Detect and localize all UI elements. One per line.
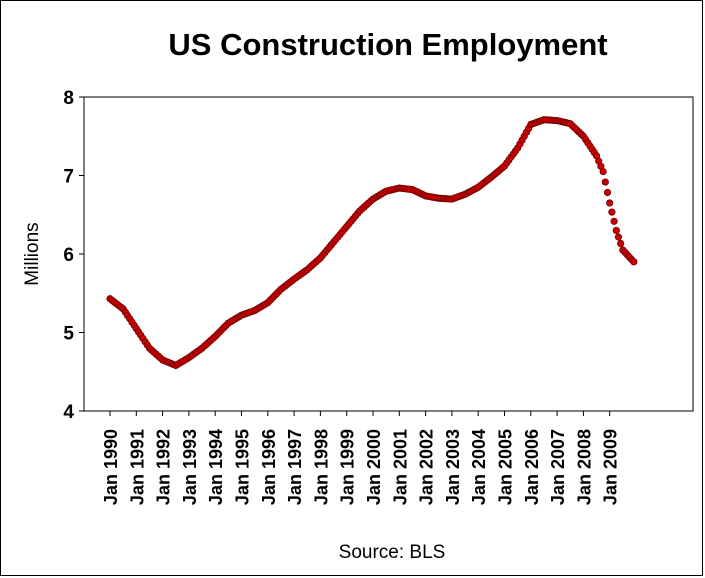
x-tick-label: Jan 1991 [127, 429, 147, 505]
x-tick-label: Jan 2008 [574, 429, 594, 505]
x-tick-label: Jan 1995 [233, 429, 253, 505]
x-tick-label: Jan 1992 [154, 429, 174, 505]
x-tick-label: Jan 1997 [285, 429, 305, 505]
y-axis: 4 5 6 7 8 [63, 88, 84, 423]
x-tick-label: Jan 1996 [259, 429, 279, 505]
data-point [614, 233, 623, 241]
x-tick-label: Jan 2000 [364, 429, 384, 505]
data-point [608, 208, 616, 216]
data-point [630, 258, 638, 266]
y-tick-label: 6 [63, 245, 74, 266]
data-point [599, 167, 607, 176]
x-tick-label: Jan 2007 [548, 429, 568, 505]
x-tick-label: Jan 2006 [522, 429, 542, 505]
x-axis: Jan 1990 Jan 1991 Jan 1992 Jan 1993 Jan 1994… [101, 411, 621, 505]
x-tick-label: Jan 1994 [206, 429, 226, 505]
x-tick-label: Jan 1998 [311, 429, 331, 505]
y-tick-label: 4 [63, 402, 74, 423]
x-tick-label: Jan 1993 [180, 429, 200, 505]
data-point [603, 188, 612, 197]
data-point [610, 217, 618, 225]
y-tick-label: 5 [63, 324, 74, 345]
x-tick-label: Jan 1990 [101, 429, 121, 505]
series-points [106, 116, 638, 370]
x-tick-label: Jan 2002 [417, 429, 437, 505]
y-axis-label: Millions [22, 222, 43, 285]
x-tick-label: Jan 2009 [601, 429, 621, 505]
chart-title: US Construction Employment [168, 27, 607, 62]
data-point [606, 199, 614, 207]
x-tick-label: Jan 2005 [496, 429, 516, 505]
data-point [601, 178, 609, 186]
source-note: Source: BLS [339, 542, 446, 563]
data-point [617, 239, 625, 248]
x-tick-label: Jan 2003 [443, 429, 463, 505]
x-tick-label: Jan 2001 [390, 429, 410, 505]
data-point [612, 226, 620, 235]
y-tick-label: 7 [63, 167, 74, 188]
x-tick-label: Jan 1999 [338, 429, 358, 505]
y-tick-label: 8 [63, 88, 74, 109]
x-tick-label: Jan 2004 [469, 429, 489, 505]
